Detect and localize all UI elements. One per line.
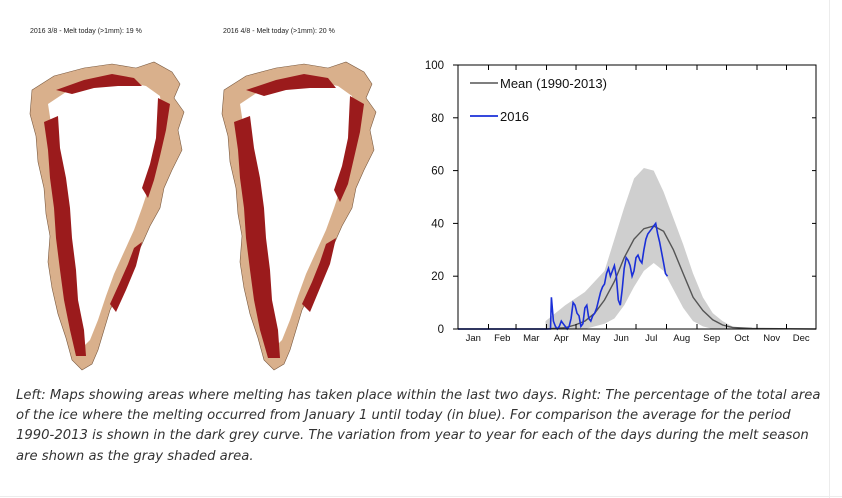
y-tick-label: 0 [438, 324, 444, 336]
map-melt-east [142, 98, 170, 198]
x-tick-label: Dec [793, 333, 810, 344]
legend-label: Mean (1990-2013) [500, 76, 607, 91]
map-melt-west [234, 116, 280, 358]
panel-border-bottom [0, 496, 842, 497]
panel-border-right [829, 0, 830, 498]
x-tick-label: Oct [734, 333, 749, 344]
map-melt-north [246, 74, 336, 96]
map-melt-west [44, 116, 86, 356]
greenland-melt-map-left [29, 61, 185, 371]
plot-frame [457, 64, 817, 330]
map-melt-east [334, 96, 364, 202]
map-ice-sheet [48, 82, 164, 348]
y-tick-label: 60 [431, 166, 444, 178]
x-tick-label: Mar [523, 333, 539, 344]
x-tick-label: Feb [494, 333, 510, 344]
map-melt-southeast [110, 242, 142, 312]
x-tick-label: Apr [554, 333, 569, 344]
melt-extent-chart: 0 20 40 60 80 100 Jan Feb Mar Apr May Jun Jul Aug Sep O… [425, 60, 817, 344]
x-tick-label: Jul [645, 333, 657, 344]
map-title-left: 2016 3/8 - Melt today (>1mm): 19 % [30, 28, 142, 35]
y-tick-label: 80 [431, 113, 444, 125]
x-tick-label: Jun [614, 333, 629, 344]
y-tick-label: 20 [431, 271, 444, 283]
y-tick-label: 100 [425, 60, 444, 72]
map-title-right: 2016 4/8 - Melt today (>1mm): 20 % [223, 28, 335, 35]
x-tick-label: May [582, 333, 600, 344]
x-tick-label: Sep [703, 333, 720, 344]
legend-label: 2016 [500, 109, 529, 124]
map-melt-southeast [302, 238, 336, 312]
y-tick-label: 40 [431, 218, 444, 230]
x-tick-label: Jan [466, 333, 481, 344]
x-tick-label: Nov [763, 333, 780, 344]
map-melt-north [56, 74, 142, 94]
figure-caption: Left: Maps showing areas where melting h… [16, 388, 821, 464]
x-tick-label: Aug [673, 333, 690, 344]
greenland-melt-map-right [221, 61, 377, 371]
